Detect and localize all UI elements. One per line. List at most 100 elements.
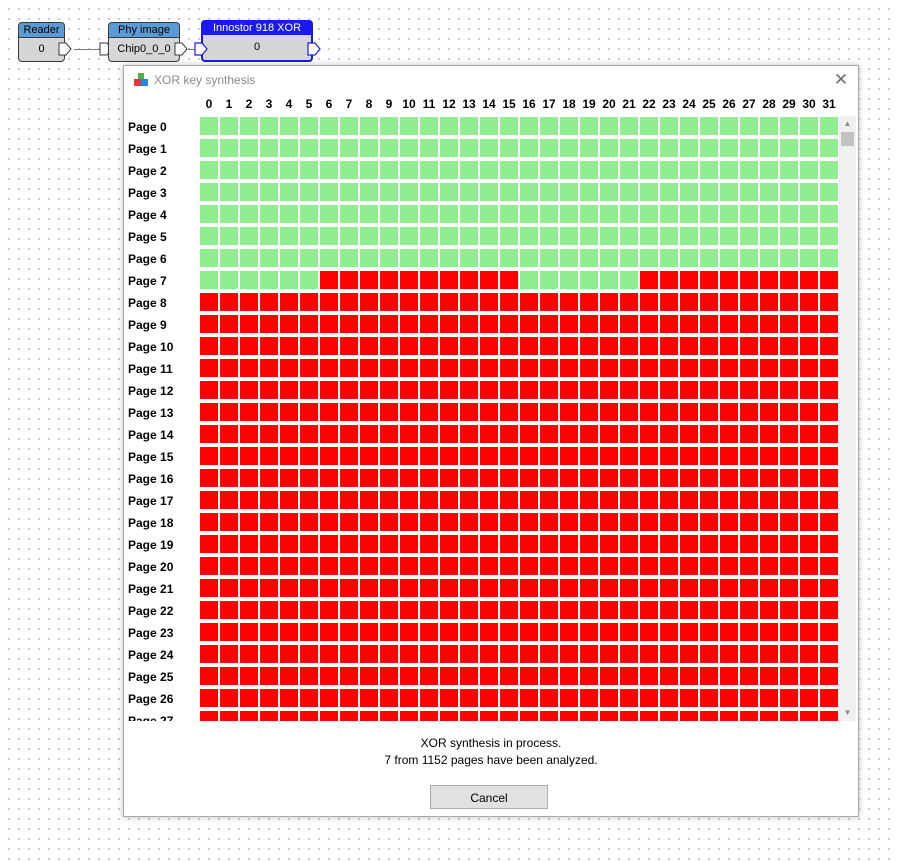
page-cell-pending bbox=[440, 315, 458, 333]
page-cell-pending bbox=[220, 623, 238, 641]
phy-image-node[interactable]: Phy image Chip0_0_0 bbox=[108, 22, 180, 62]
page-cell-pending bbox=[560, 711, 578, 721]
page-cell-pending bbox=[700, 271, 718, 289]
page-cell-pending bbox=[200, 557, 218, 575]
page-cell-pending bbox=[320, 513, 338, 531]
column-label: 14 bbox=[482, 97, 496, 111]
page-cell-pending bbox=[500, 491, 518, 509]
page-cell-pending bbox=[360, 337, 378, 355]
page-cell-pending bbox=[500, 579, 518, 597]
page-cell-pending bbox=[740, 601, 758, 619]
xor-output-port[interactable] bbox=[307, 42, 321, 56]
page-cell-analyzed bbox=[640, 183, 658, 201]
page-cell-pending bbox=[460, 601, 478, 619]
page-cell-pending bbox=[460, 491, 478, 509]
page-cell-pending bbox=[520, 491, 538, 509]
dialog-title: XOR key synthesis bbox=[154, 73, 256, 87]
page-cell-pending bbox=[600, 469, 618, 487]
page-cell-pending bbox=[580, 337, 598, 355]
page-cell-pending bbox=[700, 315, 718, 333]
scrollbar-thumb[interactable] bbox=[841, 132, 854, 146]
link-reader-phy bbox=[74, 49, 101, 50]
page-cell-pending bbox=[200, 645, 218, 663]
page-cell-analyzed bbox=[480, 139, 498, 157]
page-row-label: Page 23 bbox=[128, 626, 174, 640]
page-cell-pending bbox=[440, 425, 458, 443]
page-cell-analyzed bbox=[760, 117, 778, 135]
page-row-label: Page 18 bbox=[128, 516, 174, 530]
reader-output-port[interactable] bbox=[58, 42, 72, 56]
column-label: 13 bbox=[462, 97, 476, 111]
reader-node[interactable]: Reader 0 bbox=[18, 22, 65, 62]
page-grid[interactable]: Page 0 Page 1 Page 2 Page 3 Page 4 Page 5 Page… bbox=[124, 116, 839, 721]
page-cell-pending bbox=[340, 271, 358, 289]
page-cell-pending bbox=[440, 557, 458, 575]
page-cell-analyzed bbox=[820, 205, 838, 223]
page-cell-pending bbox=[760, 403, 778, 421]
column-label: 22 bbox=[642, 97, 656, 111]
page-cell-analyzed bbox=[580, 183, 598, 201]
xor-node[interactable]: Innostor 918 XOR 0 bbox=[201, 20, 313, 62]
page-cell-pending bbox=[280, 535, 298, 553]
page-cell-pending bbox=[460, 337, 478, 355]
xor-input-port[interactable] bbox=[194, 42, 208, 56]
page-cell-pending bbox=[800, 425, 818, 443]
page-cell-pending bbox=[580, 403, 598, 421]
page-cell-analyzed bbox=[400, 139, 418, 157]
page-cell-pending bbox=[780, 535, 798, 553]
page-cell-analyzed bbox=[820, 117, 838, 135]
close-icon[interactable]: ✕ bbox=[833, 70, 849, 89]
page-cell-pending bbox=[220, 447, 238, 465]
page-cell-pending bbox=[320, 491, 338, 509]
page-row: Page 0 bbox=[124, 117, 839, 139]
page-cell-pending bbox=[500, 403, 518, 421]
page-cell-pending bbox=[360, 579, 378, 597]
column-label: 6 bbox=[325, 97, 333, 111]
page-cell-pending bbox=[720, 469, 738, 487]
page-cell-pending bbox=[480, 689, 498, 707]
page-cell-analyzed bbox=[240, 117, 258, 135]
page-cell-pending bbox=[720, 513, 738, 531]
cancel-button[interactable]: Cancel bbox=[430, 785, 548, 809]
page-cell-pending bbox=[340, 403, 358, 421]
page-cell-analyzed bbox=[420, 183, 438, 201]
page-cell-pending bbox=[580, 579, 598, 597]
column-label: 16 bbox=[522, 97, 536, 111]
page-cell-pending bbox=[200, 711, 218, 721]
page-cell-pending bbox=[240, 403, 258, 421]
page-cell-pending bbox=[400, 315, 418, 333]
page-cell-pending bbox=[300, 447, 318, 465]
page-cell-pending bbox=[200, 491, 218, 509]
phy-image-output-port[interactable] bbox=[174, 42, 188, 56]
page-cell-analyzed bbox=[620, 139, 638, 157]
page-row-label: Page 11 bbox=[128, 362, 173, 376]
page-cell-pending bbox=[540, 359, 558, 377]
page-cell-analyzed bbox=[680, 205, 698, 223]
page-cell-pending bbox=[500, 689, 518, 707]
page-cell-pending bbox=[700, 557, 718, 575]
page-cell-analyzed bbox=[640, 227, 658, 245]
scroll-down-arrow-icon[interactable]: ▼ bbox=[843, 708, 852, 717]
page-cell-pending bbox=[760, 623, 778, 641]
page-cell-analyzed bbox=[320, 249, 338, 267]
page-cell-pending bbox=[260, 403, 278, 421]
scroll-up-arrow-icon[interactable]: ▲ bbox=[843, 119, 852, 128]
page-cell-pending bbox=[340, 667, 358, 685]
page-cell-pending bbox=[680, 645, 698, 663]
app-icon bbox=[134, 73, 148, 86]
page-cell-analyzed bbox=[740, 139, 758, 157]
page-cell-analyzed bbox=[640, 139, 658, 157]
page-cell-pending bbox=[660, 337, 678, 355]
page-cell-pending bbox=[420, 689, 438, 707]
page-cell-pending bbox=[520, 293, 538, 311]
column-label: 4 bbox=[285, 97, 293, 111]
vertical-scrollbar[interactable]: ▲ ▼ bbox=[839, 116, 856, 721]
dialog-titlebar[interactable]: XOR key synthesis ✕ bbox=[124, 66, 858, 94]
page-cell-pending bbox=[480, 579, 498, 597]
page-cell-pending bbox=[720, 337, 738, 355]
page-cell-pending bbox=[400, 645, 418, 663]
page-cell-pending bbox=[320, 425, 338, 443]
page-cell-pending bbox=[700, 403, 718, 421]
page-cell-pending bbox=[560, 557, 578, 575]
page-cell-analyzed bbox=[380, 205, 398, 223]
